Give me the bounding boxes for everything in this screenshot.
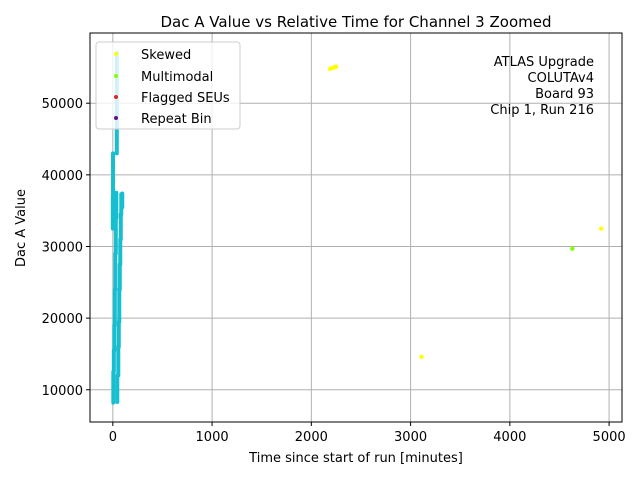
- x-tick-label: 2000: [295, 430, 328, 445]
- data-point: [570, 246, 575, 251]
- legend-frame: [95, 41, 241, 130]
- y-tick-label: 30000: [42, 240, 83, 255]
- legend-marker-multimodal: [114, 74, 118, 78]
- data-layer: [110, 51, 604, 405]
- x-tick-label: 1000: [196, 430, 229, 445]
- data-point: [598, 226, 604, 231]
- annotation-line-4: Chip 1, Run 216: [490, 103, 594, 118]
- annotation-line-1: ATLAS Upgrade: [494, 55, 594, 70]
- x-tick-label: 0: [109, 430, 117, 445]
- tick-layer: 0 1000 2000 3000 4000 5000 10000 20000 30000 4000…: [42, 97, 626, 445]
- legend: Skewed Multimodal Flagged SEUs Repeat Bi…: [95, 41, 241, 130]
- annotation-line-3: Board 93: [535, 87, 594, 102]
- y-axis-title: Dac A Value: [14, 189, 29, 267]
- legend-label-flagged-seus: Flagged SEUs: [141, 91, 230, 106]
- legend-marker-flagged-seus: [114, 95, 118, 99]
- y-tick-label: 20000: [42, 312, 83, 327]
- y-tick-label: 40000: [42, 169, 83, 184]
- legend-marker-repeat-bin: [114, 116, 118, 120]
- legend-label-multimodal: Multimodal: [141, 70, 213, 85]
- annotation-box: ATLAS Upgrade COLUTAv4 Board 93 Chip 1, …: [490, 55, 594, 118]
- chart-title: Dac A Value vs Relative Time for Channel…: [161, 13, 552, 31]
- data-point: [419, 354, 424, 360]
- annotation-line-2: COLUTAv4: [528, 71, 594, 86]
- y-tick-label: 10000: [42, 384, 83, 399]
- data-point: [333, 64, 339, 69]
- x-tick-label: 4000: [493, 430, 526, 445]
- x-axis-title: Time since start of run [minutes]: [248, 451, 463, 466]
- x-tick-label: 3000: [394, 430, 427, 445]
- plot-frame: [89, 32, 623, 423]
- legend-label-repeat-bin: Repeat Bin: [141, 112, 212, 127]
- legend-marker-skewed: [114, 52, 118, 56]
- x-tick-label: 5000: [593, 430, 626, 445]
- legend-label-skewed: Skewed: [141, 48, 191, 63]
- y-tick-label: 50000: [42, 97, 83, 112]
